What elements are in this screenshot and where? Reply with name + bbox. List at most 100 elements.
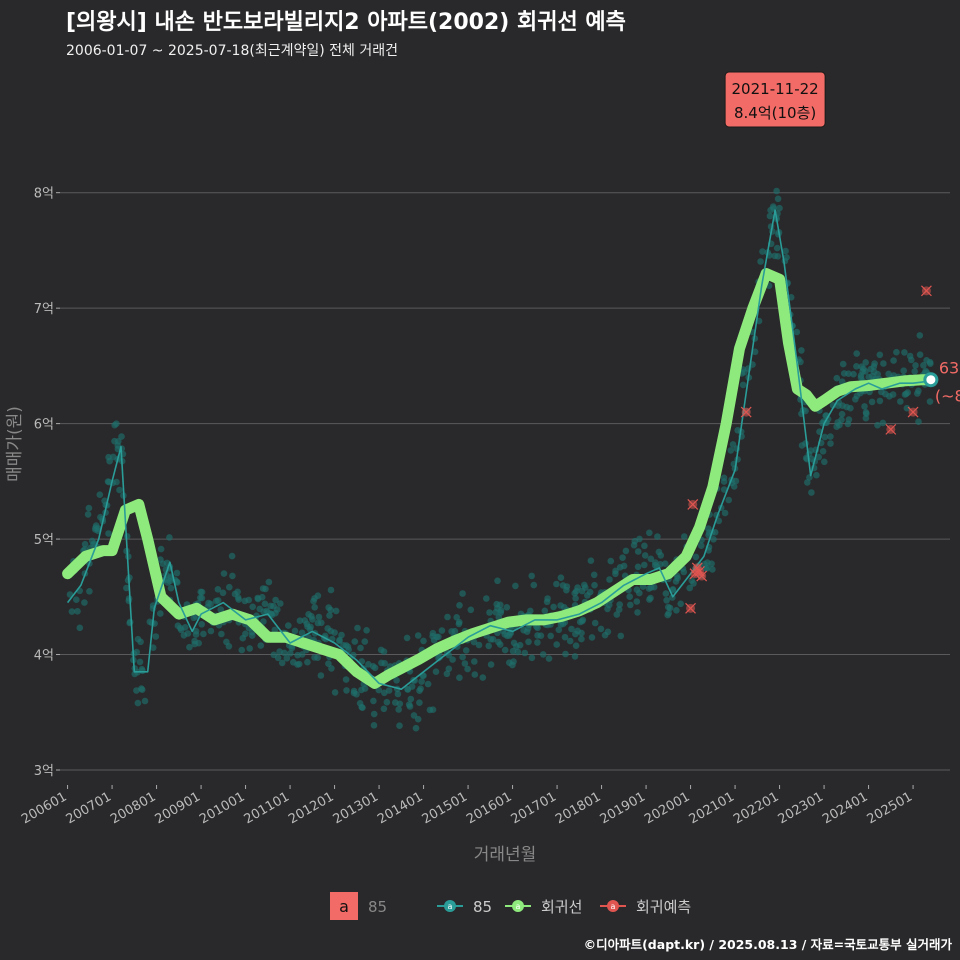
scatter-point xyxy=(197,594,204,602)
scatter-point xyxy=(550,603,557,611)
scatter-point xyxy=(654,533,661,540)
scatter-point xyxy=(174,579,181,586)
scatter-point xyxy=(101,497,108,505)
scatter-point xyxy=(852,396,859,403)
scatter-point xyxy=(449,656,456,663)
scatter-point xyxy=(553,580,560,588)
scatter-point xyxy=(291,627,299,635)
scatter-point xyxy=(246,645,253,652)
scatter-point xyxy=(276,648,283,655)
scatter-point xyxy=(868,398,876,406)
scatter-point xyxy=(370,710,378,718)
scatter-point xyxy=(219,589,227,597)
scatter-point xyxy=(138,665,146,673)
scatter-point xyxy=(815,453,822,461)
scatter-point xyxy=(461,660,469,667)
legend-85-line-glyph: a xyxy=(448,902,453,911)
scatter-point xyxy=(773,187,780,195)
scatter-point xyxy=(146,618,154,626)
scatter-point xyxy=(290,659,297,666)
prediction-cross xyxy=(885,423,897,435)
scatter-point xyxy=(821,433,829,441)
scatter-point xyxy=(874,370,881,378)
scatter-point xyxy=(545,655,553,662)
scatter-point xyxy=(890,357,897,364)
scatter-point xyxy=(652,559,659,566)
scatter-point xyxy=(385,687,393,694)
scatter-point xyxy=(751,348,759,356)
scatter-point xyxy=(916,351,924,359)
scatter-point xyxy=(912,362,919,369)
scatter-point xyxy=(479,674,487,681)
scatter-point xyxy=(705,525,712,532)
scatter-point xyxy=(870,363,878,370)
scatter-point xyxy=(893,348,900,356)
scatter-point xyxy=(81,599,88,606)
scatter-point xyxy=(645,585,653,592)
scatter-point xyxy=(494,577,501,585)
scatter-point xyxy=(343,687,350,694)
scatter-point xyxy=(370,722,378,729)
scatter-point xyxy=(904,389,911,396)
x-tick-label: 200701 xyxy=(64,789,114,827)
x-tick-label: 201701 xyxy=(509,789,559,827)
scatter-point xyxy=(647,555,655,563)
scatter-point xyxy=(407,695,415,703)
scatter-point xyxy=(256,605,264,613)
scatter-point xyxy=(566,637,574,645)
scatter-point xyxy=(242,630,249,638)
scatter-point xyxy=(159,560,167,567)
scatter-point xyxy=(782,247,789,255)
scatter-point xyxy=(833,374,841,382)
scatter-point xyxy=(271,626,279,634)
last-price-label: 63,679 xyxy=(939,359,960,378)
scatter-point xyxy=(821,458,828,466)
scatter-point xyxy=(417,685,424,692)
scatter-point xyxy=(134,699,142,707)
y-tick-label: 6억 xyxy=(34,418,54,433)
scatter-point xyxy=(410,712,418,719)
scatter-point xyxy=(205,599,212,607)
scatter-point xyxy=(641,552,649,559)
scatter-point xyxy=(317,672,325,679)
scatter-point xyxy=(331,689,339,696)
scatter-point xyxy=(217,606,225,613)
scatter-point xyxy=(111,437,118,445)
scatter-point xyxy=(636,535,643,543)
scatter-point xyxy=(411,677,419,684)
scatter-point xyxy=(727,447,735,454)
scatter-point xyxy=(655,548,663,556)
scatter-point xyxy=(874,421,881,429)
scatter-point xyxy=(270,651,278,659)
scatter-point xyxy=(324,625,332,632)
scatter-point xyxy=(574,584,581,591)
scatter-point xyxy=(96,491,104,499)
scatter-point xyxy=(254,594,261,602)
scatter-point xyxy=(680,568,688,576)
x-tick-label: 201901 xyxy=(598,789,648,827)
scatter-point xyxy=(776,204,783,212)
chart-subtitle: 2006-01-07 ~ 2025-07-18(최근계약일) 전체 거래건 xyxy=(66,43,398,59)
scatter-point xyxy=(141,697,149,705)
scatter-point xyxy=(456,674,463,681)
x-tick-label: 202001 xyxy=(642,789,692,827)
scatter-point xyxy=(191,637,198,645)
scatter-point xyxy=(166,534,173,541)
scatter-point xyxy=(578,635,585,643)
scatter-point xyxy=(342,676,350,683)
scatter-point xyxy=(81,540,89,548)
prediction-cross xyxy=(685,602,696,614)
scatter-point xyxy=(395,706,403,713)
scatter-point xyxy=(622,547,630,555)
scatter-point xyxy=(767,206,774,214)
x-tick-label: 201001 xyxy=(197,789,247,827)
scatter-point xyxy=(757,258,764,265)
scatter-point xyxy=(105,530,112,537)
scatter-point xyxy=(715,517,723,525)
scatter-point xyxy=(686,584,693,592)
scatter-point xyxy=(708,560,715,567)
scatter-point xyxy=(133,687,140,694)
scatter-point xyxy=(392,699,399,706)
scatter-point xyxy=(901,349,908,356)
scatter-point xyxy=(572,642,580,649)
